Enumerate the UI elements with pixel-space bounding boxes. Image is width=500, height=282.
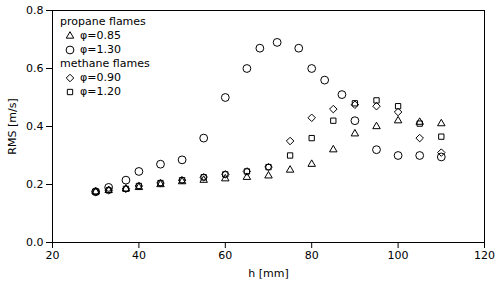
svg-text:0.8: 0.8 [26,4,44,17]
svg-text:h [mm]: h [mm] [248,267,288,280]
svg-text:20: 20 [46,249,60,262]
html-text:propane flames: propane flames [60,15,146,28]
svg-text:0.4: 0.4 [26,120,44,133]
html-text:φ=0.90: φ=0.90 [80,71,121,84]
svg-text:0.0: 0.0 [26,236,44,249]
html-text:methane flames: methane flames [60,57,150,70]
html-text:φ=0.85: φ=0.85 [80,29,121,42]
svg-text:0.2: 0.2 [26,178,44,191]
html-text:φ=1.30: φ=1.30 [80,43,121,56]
svg-text:RMS [m/s]: RMS [m/s] [6,98,19,154]
svg-text:100: 100 [388,249,409,262]
svg-text:0.6: 0.6 [26,62,44,75]
svg-text:40: 40 [132,249,146,262]
svg-text:80: 80 [305,249,319,262]
svg-text:120: 120 [474,249,495,262]
html-text:φ=1.20: φ=1.20 [80,85,121,98]
svg-text:60: 60 [218,249,232,262]
